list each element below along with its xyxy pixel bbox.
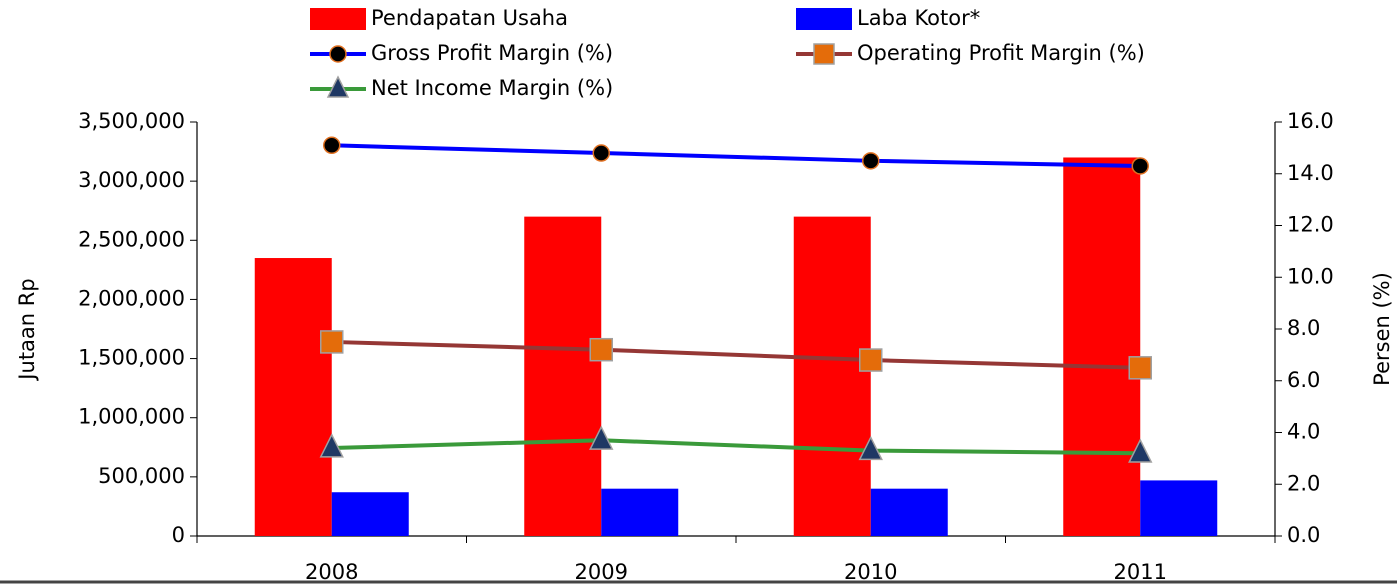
legend-marker bbox=[326, 75, 350, 98]
y2-tick-label: 6.0 bbox=[1287, 368, 1320, 392]
x-tick-label: 2010 bbox=[844, 560, 897, 584]
legend-label: Pendapatan Usaha bbox=[371, 6, 568, 30]
bar bbox=[601, 488, 679, 536]
y-axis-title: Jutaan Rp bbox=[15, 278, 39, 381]
marker bbox=[592, 144, 610, 162]
marker bbox=[858, 435, 883, 461]
legend-marker bbox=[813, 43, 835, 65]
y2-tick-label: 8.0 bbox=[1287, 316, 1320, 340]
x-tick-label: 2008 bbox=[305, 560, 358, 584]
y-tick-label: 3,000,000 bbox=[78, 168, 185, 192]
legend-marker bbox=[329, 45, 347, 63]
line bbox=[331, 438, 1141, 456]
y-tick-label: 1,500,000 bbox=[78, 346, 185, 370]
y-tick-label: 3,500,000 bbox=[78, 109, 185, 133]
marker bbox=[589, 425, 614, 450]
marker bbox=[862, 152, 880, 170]
marker bbox=[1131, 157, 1149, 175]
marker bbox=[1128, 438, 1153, 463]
y2-tick-label: 2.0 bbox=[1287, 471, 1320, 495]
y2-tick-label: 12.0 bbox=[1287, 213, 1334, 237]
marker bbox=[589, 337, 613, 362]
y-tick-label: 0 bbox=[172, 523, 185, 547]
y-tick-label: 1,000,000 bbox=[78, 405, 185, 429]
line bbox=[331, 339, 1141, 370]
bar bbox=[870, 488, 948, 536]
marker bbox=[323, 136, 341, 155]
marker bbox=[319, 433, 344, 458]
y2-tick-label: 16.0 bbox=[1287, 109, 1334, 133]
bar bbox=[793, 216, 871, 536]
legend-label: Laba Kotor* bbox=[857, 6, 980, 30]
y2-axis-title: Persen (%) bbox=[1370, 272, 1394, 386]
marker bbox=[1128, 356, 1152, 380]
y-tick-label: 500,000 bbox=[98, 464, 185, 488]
legend-label: Gross Profit Margin (%) bbox=[371, 41, 613, 65]
legend-label: Net Income Margin (%) bbox=[371, 76, 613, 100]
x-tick-label: 2011 bbox=[1114, 560, 1167, 584]
legend-label: Operating Profit Margin (%) bbox=[857, 41, 1145, 65]
marker bbox=[320, 330, 344, 354]
legend-swatch bbox=[310, 8, 366, 30]
bar bbox=[331, 492, 409, 536]
y-tick-label: 2,000,000 bbox=[78, 286, 185, 310]
y2-tick-label: 4.0 bbox=[1287, 420, 1320, 444]
legend-swatch bbox=[796, 8, 852, 30]
y2-tick-label: 14.0 bbox=[1287, 161, 1334, 185]
bar bbox=[524, 216, 602, 536]
bar bbox=[1140, 480, 1218, 536]
x-tick-label: 2009 bbox=[575, 560, 628, 584]
y2-tick-label: 10.0 bbox=[1287, 264, 1334, 288]
marker bbox=[859, 348, 883, 372]
bar bbox=[1063, 157, 1141, 536]
y2-tick-label: 0.0 bbox=[1287, 523, 1320, 547]
line bbox=[331, 143, 1141, 168]
bar bbox=[254, 258, 332, 536]
y-tick-label: 2,500,000 bbox=[78, 227, 185, 251]
